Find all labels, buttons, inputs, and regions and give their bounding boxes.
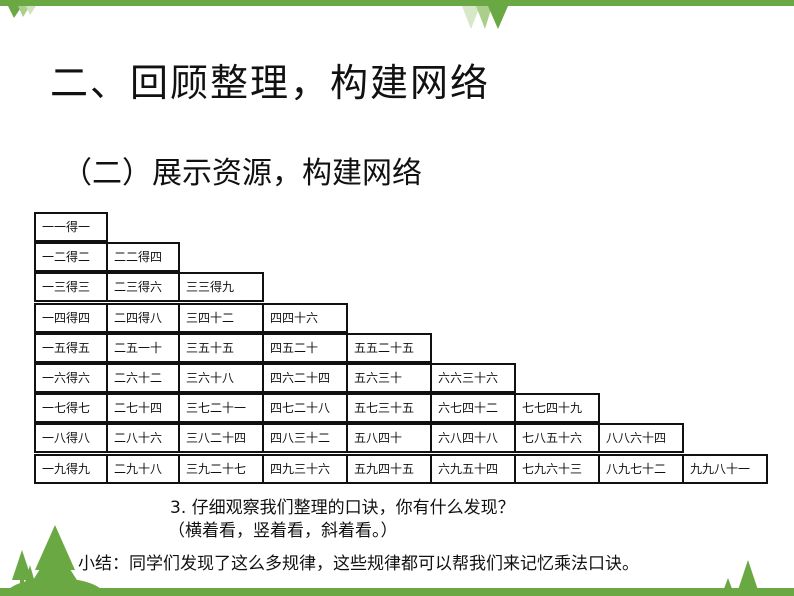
table-cell: 四九三十六: [262, 453, 348, 484]
hint-text: （横着看，竖着看，斜着看。）: [168, 521, 398, 541]
table-cell: 五五二十五: [346, 332, 432, 363]
top-green-bar: [0, 0, 794, 6]
table-cell: 五七三十五: [346, 393, 432, 424]
summary-text: 小结：同学们发现了这么多规律，这些规律都可以帮我们来记忆乘法口诀。: [78, 554, 639, 574]
trees-decoration-icon: [5, 525, 758, 596]
table-cell: 三四十二: [178, 302, 264, 333]
table-cell: 三三得九: [178, 272, 264, 303]
table-cell: 二三得六: [106, 272, 180, 303]
table-cell: 九九八十一: [682, 453, 768, 484]
bunting-decoration-icon: [8, 6, 508, 29]
table-cell: 四四十六: [262, 302, 348, 333]
table-cell: 二八十六: [106, 423, 180, 454]
table-cell: 一四得四: [34, 302, 108, 333]
table-cell: 二四得八: [106, 302, 180, 333]
table-cell: 七九六十三: [514, 453, 600, 484]
table-cell: 二五一十: [106, 332, 180, 363]
table-cell: 七七四十九: [514, 393, 600, 424]
table-cell: 三六十八: [178, 363, 264, 393]
table-cell: 三五十五: [178, 332, 264, 363]
table-cell: 一五得五: [34, 332, 108, 363]
table-cell: 七八五十六: [514, 423, 600, 454]
table-cell: 四七二十八: [262, 393, 348, 424]
table-cell: 八九七十二: [598, 453, 684, 484]
page-title: 二、回顾整理，构建网络: [50, 61, 491, 105]
table-cell: 四六二十四: [262, 363, 348, 393]
table-cell: 一七得七: [34, 393, 108, 424]
table-cell: 三八二十四: [178, 423, 264, 454]
table-cell: 八八六十四: [598, 423, 684, 454]
section-subtitle: （二）展示资源，构建网络: [62, 156, 422, 191]
table-cell: 四五二十: [262, 332, 348, 363]
table-cell: 二七十四: [106, 393, 180, 424]
table-cell: 一九得九: [34, 453, 108, 484]
table-cell: 五六三十: [346, 363, 432, 393]
table-cell: 一二得二: [34, 242, 108, 273]
table-cell: 六八四十八: [430, 423, 516, 454]
table-cell: 五九四十五: [346, 453, 432, 484]
table-cell: 二九十八: [106, 453, 180, 484]
bottom-green-bar: [0, 588, 794, 596]
table-cell: 一六得六: [34, 363, 108, 393]
table-cell: 一一得一: [34, 212, 108, 242]
table-cell: 三九二十七: [178, 453, 264, 484]
table-cell: 六九五十四: [430, 453, 516, 484]
table-cell: 一八得八: [34, 423, 108, 454]
table-cell: 二二得四: [106, 242, 180, 273]
table-cell: 一三得三: [34, 272, 108, 303]
table-cell: 四八三十二: [262, 423, 348, 454]
question-text: 3. 仔细观察我们整理的口诀，你有什么发现？: [170, 498, 515, 518]
table-cell: 五八四十: [346, 423, 432, 454]
table-cell: 六六三十六: [430, 363, 516, 393]
table-cell: 二六十二: [106, 363, 180, 393]
table-cell: 六七四十二: [430, 393, 516, 424]
table-cell: 三七二十一: [178, 393, 264, 424]
